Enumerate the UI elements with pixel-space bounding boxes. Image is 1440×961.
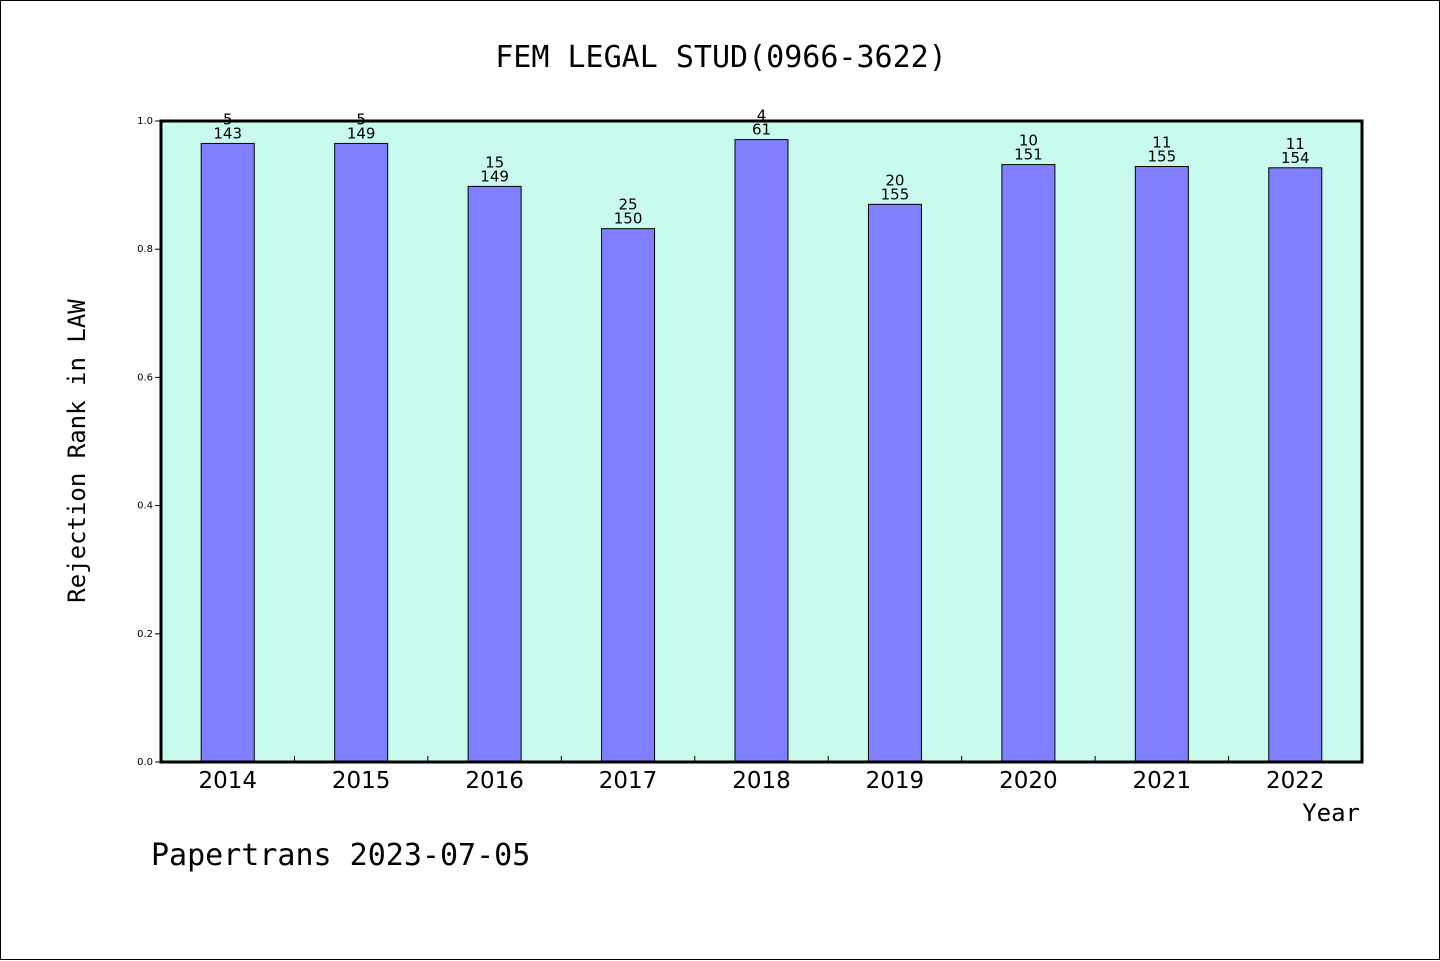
y-tick-label: 0.6 [137,372,153,383]
x-tick-label: 2019 [866,768,925,794]
bar-total-label: 155 [881,185,910,203]
bar [334,142,389,763]
chart-title: FEM LEGAL STUD(0966-3622) [495,40,947,75]
x-tick-label: 2017 [599,768,658,794]
x-tick-label: 2020 [999,768,1058,794]
bars: 5143514915149251504612015510151111551115… [200,107,1323,763]
y-axis: 0.0 0.2 0.4 0.6 0.8 1.0 [137,116,161,768]
bar [200,142,255,763]
x-tick-label: 2021 [1133,768,1192,794]
bar-rank-label: 4 [757,107,767,125]
x-tick-label: 2014 [198,768,257,794]
x-tick-label: 2018 [732,768,791,794]
bar [601,228,656,763]
y-tick-label: 0.8 [137,244,153,255]
bar-total-label: 149 [480,167,509,185]
y-tick-label: 0.2 [137,629,153,640]
bar [1001,164,1056,763]
bar [1268,167,1323,763]
bar-rank-label: 11 [1152,134,1171,152]
bar-rank-label: 11 [1286,135,1305,153]
bar [467,185,522,763]
bar-rank-label: 20 [885,171,904,189]
plot-border [159,119,1364,764]
bar [734,139,789,763]
bar-rank-label: 10 [1019,132,1038,150]
x-axis-label: Year [1302,799,1360,827]
bar-total-label: 150 [614,210,643,228]
y-axis-label: Rejection Rank in LAW [63,299,91,603]
bar-total-label: 154 [1281,149,1310,167]
y-tick-label: 1.0 [137,116,153,127]
bar-total-label: 151 [1014,146,1043,164]
y-tick-label: 0.0 [137,757,153,768]
y-tick-label: 0.4 [137,501,153,512]
x-tick-label: 2016 [465,768,524,794]
bar-total-label: 143 [213,124,242,142]
x-tick-label: 2022 [1266,768,1325,794]
bar [867,203,922,763]
footer-text: Papertrans 2023-07-05 [151,838,530,873]
x-tick-label: 2015 [332,768,391,794]
bar-rank-label: 5 [223,110,233,128]
bar-total-label: 155 [1148,148,1177,166]
bar-rank-label: 5 [356,110,366,128]
bar-rank-label: 25 [619,196,638,214]
bar-total-label: 149 [347,124,376,142]
bar-total-label: 61 [752,121,771,139]
x-axis: 2014 2015 2016 2017 2018 2019 2020 2021 2022 [198,756,1325,794]
bar-rank-label: 15 [485,153,504,171]
bar [1134,166,1189,763]
